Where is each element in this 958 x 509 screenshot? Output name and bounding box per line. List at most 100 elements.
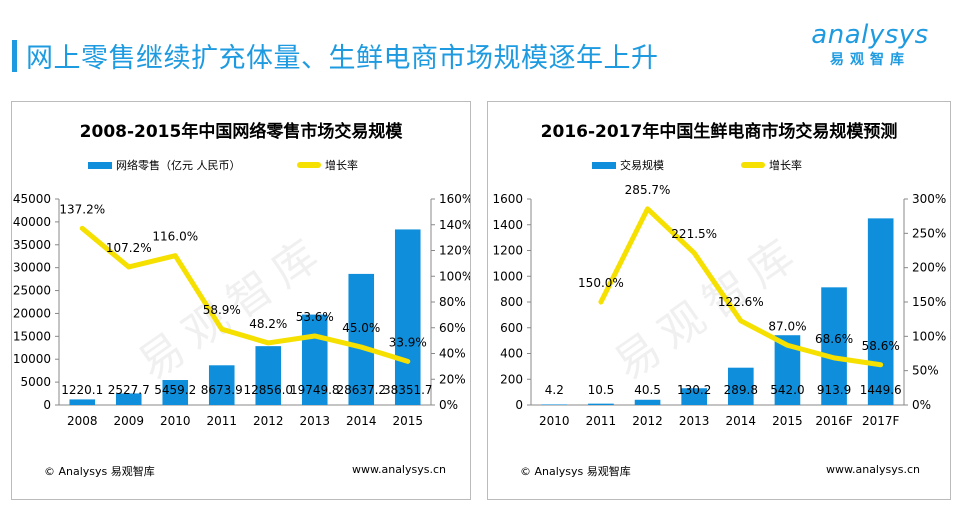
line-data-label: 58.9% [203,303,241,317]
y-tick-label-right: 140% [439,218,470,232]
bar [588,403,614,405]
x-tick-label: 2011 [206,414,237,428]
y-tick-label-left: 200 [500,372,523,386]
bar-data-label: 2527.7 [108,383,150,397]
legend-item-line: 增长率 [297,157,358,173]
legend-label: 网络零售（亿元 人民币） [116,159,241,172]
bar-data-label: 19749.8 [290,383,340,397]
bar-data-label: 542.0 [770,383,804,397]
y-tick-label-left: 600 [500,321,523,335]
line-data-label: 33.9% [389,335,427,349]
y-tick-label-right: 50% [912,364,939,378]
y-tick-label-right: 250% [912,226,946,240]
x-tick-label: 2008 [67,414,98,428]
analysys-logo: analysys 易观智库 [795,20,945,80]
bar [208,365,235,405]
bar [115,393,142,405]
x-tick-label: 2011 [586,414,617,428]
y-tick-label-left: 0 [43,398,51,412]
x-tick-label: 2017F [862,414,900,428]
bar-data-label: 1220.1 [61,383,103,397]
growth-rate-line [79,225,411,364]
legend-label: 增长率 [769,159,802,172]
x-tick-label: 2012 [632,414,663,428]
y-tick-label-left: 10000 [13,352,51,366]
legend-swatch-line [297,162,321,168]
bar-data-label: 1449.6 [860,383,902,397]
y-tick-label-left: 25000 [13,284,51,298]
chart-panel-fresh-ecommerce: 易观智库 2016-2017年中国生鲜电商市场交易规模预测 交易规模 增长率 0… [487,101,951,500]
x-tick-label: 2010 [539,414,570,428]
y-tick-label-left: 400 [500,347,523,361]
bar-data-label: 913.9 [817,383,851,397]
x-tick-label: 2014 [726,414,757,428]
bar-data-label: 28637.2 [336,383,386,397]
bar-data-label: 10.5 [588,383,615,397]
y-tick-label-left: 1600 [492,192,523,206]
copyright: © Analysys 易观智库 [44,465,155,478]
bar [255,346,282,405]
bar-data-label: 5459.2 [154,383,196,397]
source-url: www.analysys.cn [826,463,920,476]
line-data-label: 107.2% [106,241,152,255]
bar-data-label: 12856.0 [243,383,293,397]
y-tick-label-right: 300% [912,192,946,206]
x-tick-label: 2013 [679,414,710,428]
bar [727,367,754,405]
bar [681,388,708,405]
line-data-label: 53.6% [296,310,334,324]
bar [634,399,661,405]
y-tick-label-right: 40% [439,347,466,361]
x-tick-label: 2013 [299,414,330,428]
bar [162,380,189,405]
legend-item-line: 增长率 [741,157,802,173]
line-data-label: 48.2% [249,317,287,331]
bar-data-label: 38351.7 [383,383,433,397]
y-tick-label-left: 40000 [13,215,51,229]
y-tick-label-left: 20000 [13,306,51,320]
bar [301,314,328,405]
y-tick-label-left: 1400 [492,218,523,232]
x-tick-label: 2015 [392,414,423,428]
y-tick-label-right: 120% [439,244,470,258]
logo-mark: a [811,20,828,50]
chart-panel-online-retail: 易观智库 2008-2015年中国网络零售市场交易规模 网络零售（亿元 人民币）… [11,101,471,500]
bar [541,404,568,405]
line-data-label: 116.0% [152,230,198,244]
legend-label: 交易规模 [620,159,664,172]
bar [69,399,96,405]
y-tick-label-right: 60% [439,321,466,335]
chart-title: 2008-2015年中国网络零售市场交易规模 [79,122,403,142]
line-data-label: 45.0% [342,321,380,335]
y-tick-label-right: 150% [912,295,946,309]
bar [867,218,894,405]
title-accent-bar [12,40,17,72]
line-data-label: 285.7% [625,183,671,197]
x-tick-label: 2010 [160,414,191,428]
y-tick-label-left: 15000 [13,329,51,343]
y-tick-label-right: 0% [439,398,458,412]
line-data-label: 122.6% [718,295,764,309]
copyright: © Analysys 易观智库 [520,465,631,478]
line-data-label: 150.0% [578,276,624,290]
logo-cn: 易观智库 [830,52,910,68]
y-tick-label-left: 45000 [13,192,51,206]
line-data-label: 87.0% [768,319,806,333]
x-tick-label: 2015 [772,414,803,428]
y-tick-label-left: 800 [500,295,523,309]
bar-data-label: 40.5 [634,383,661,397]
chart-title: 2016-2017年中国生鲜电商市场交易规模预测 [540,122,898,142]
page-title: 网上零售继续扩充体量、生鲜电商市场规模逐年上升 [26,43,659,74]
x-tick-label: 2009 [113,414,144,428]
y-tick-label-right: 0% [912,398,931,412]
bar [394,229,421,405]
line-data-label: 221.5% [671,227,717,241]
y-tick-label-left: 35000 [13,238,51,252]
legend-item-bar: 交易规模 [592,157,664,173]
bar [348,273,375,405]
bar-data-label: 8673.9 [201,383,243,397]
legend-swatch-bar [592,161,616,169]
y-tick-label-left: 1000 [492,269,523,283]
x-tick-label: 2016F [815,414,853,428]
y-tick-label-left: 30000 [13,261,51,275]
